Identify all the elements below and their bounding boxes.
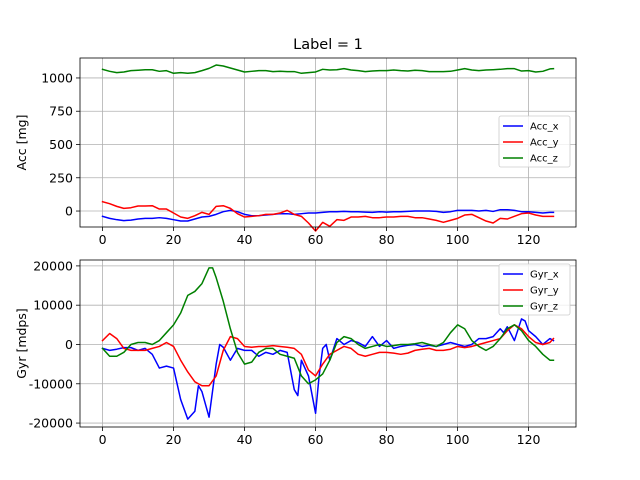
series-line-acc-y [101,200,555,232]
gyr-x-tick-label: 80 [379,432,395,447]
series-line-gyr-z [101,267,555,385]
gyr-legend-box [498,263,571,316]
gyr-legend: Gyr_x Gyr_y Gyr_z [498,263,571,316]
gyr-series-layer [101,267,555,420]
legend-label-gyr-x: Gyr_x [530,270,559,281]
acc-x-tick-label: 40 [237,232,253,247]
gyr-y-tick-label: 20000 [33,258,73,273]
gyr-x-tick-label: 0 [99,432,107,447]
gyr-x-tick-label: 40 [237,432,253,447]
acc-x-tick-label: 120 [517,232,541,247]
acc-y-axis-label: Acc [mg] [14,115,29,171]
acc-y-tick-label: 0 [65,204,73,219]
gyr-grid [80,260,576,427]
series-line-gyr-y [101,324,555,387]
acc-legend-box [498,115,571,168]
series-line-acc-z [101,64,555,75]
acc-x-tick-label: 20 [166,232,182,247]
acc-x-tick-label: 100 [446,232,470,247]
series-line-gyr-x [101,318,555,420]
acc-panel: 0 20 40 60 80 100 120 0 250 500 750 1000 Acc [mg] A… [14,57,577,247]
acc-x-tick-label: 0 [99,232,107,247]
gyr-y-tick-label: 0 [65,337,73,352]
legend-label-gyr-y: Gyr_y [530,286,559,297]
gyr-y-tick-label: -10000 [29,376,73,391]
series-line-acc-x [101,208,555,222]
acc-x-tick-label: 80 [379,232,395,247]
acc-legend: Acc_x Acc_y Acc_z [498,115,571,168]
legend-label-acc-y: Acc_y [530,138,559,149]
acc-grid [80,58,576,227]
acc-y-tick-label: 750 [49,104,73,119]
chart-title: Label = 1 [293,37,363,53]
acc-y-tick-label: 500 [49,137,73,152]
gyr-ticks: 0 20 40 60 80 100 120 -20000 -10000 0 10000 20000 [29,258,541,447]
gyr-panel: 0 20 40 60 80 100 120 -20000 -10000 0 10000 20000 G… [14,258,577,447]
gyr-y-axis-label: Gyr [mdps] [14,308,29,379]
acc-y-tick-label: 1000 [41,70,73,85]
gyr-x-tick-label: 120 [517,432,541,447]
gyr-axes-frame [79,259,577,428]
acc-series-layer [101,64,555,232]
legend-label-gyr-z: Gyr_z [530,302,558,313]
legend-label-acc-x: Acc_x [530,122,559,133]
gyr-x-tick-label: 60 [308,432,324,447]
legend-label-acc-z: Acc_z [530,154,558,165]
gyr-x-tick-label: 100 [446,432,470,447]
acc-y-tick-label: 250 [49,170,73,185]
acc-ticks: 0 20 40 60 80 100 120 0 250 500 750 1000 [41,70,540,247]
gyr-y-tick-label: -20000 [29,416,73,431]
acc-x-tick-label: 60 [308,232,324,247]
acc-axes-frame [79,57,577,228]
gyr-x-tick-label: 20 [166,432,182,447]
gyr-y-tick-label: 10000 [33,298,73,313]
